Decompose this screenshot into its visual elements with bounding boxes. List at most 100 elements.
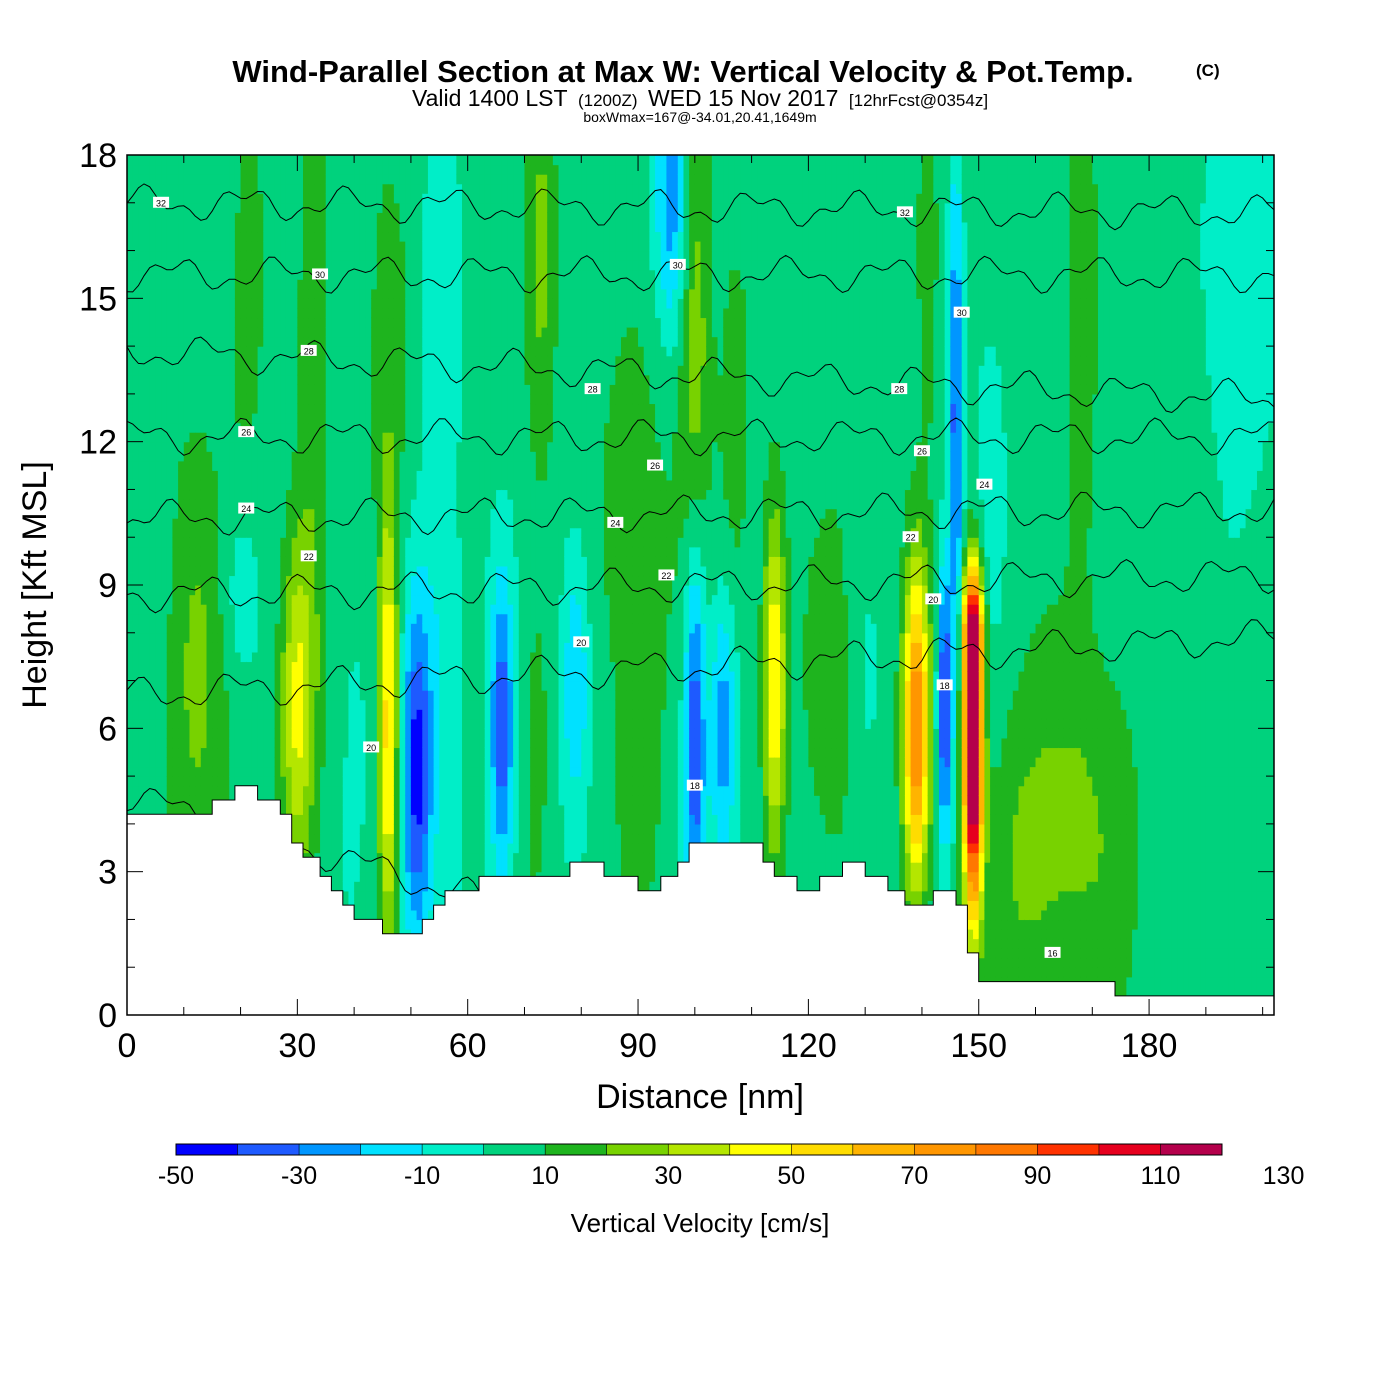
velocity-cell: [268, 403, 276, 414]
velocity-cell: [359, 862, 367, 873]
velocity-cell: [166, 632, 174, 643]
velocity-cell: [229, 709, 236, 720]
velocity-cell: [365, 518, 372, 529]
velocity-cell: [303, 327, 310, 338]
velocity-cell: [161, 804, 168, 815]
velocity-cell: [371, 661, 378, 672]
velocity-cell: [405, 671, 412, 682]
velocity-cell: [314, 241, 321, 252]
velocity-cell: [422, 862, 429, 873]
velocity-cell: [217, 766, 225, 777]
velocity-cell: [376, 747, 384, 758]
velocity-cell: [427, 479, 435, 491]
velocity-cell: [308, 613, 315, 624]
velocity-cell: [172, 451, 179, 462]
velocity-cell: [303, 183, 310, 194]
velocity-cell: [422, 422, 429, 433]
velocity-cell: [144, 221, 151, 233]
velocity-cell: [240, 250, 247, 261]
velocity-cell: [144, 623, 151, 634]
velocity-cell: [427, 890, 435, 901]
velocity-cell: [212, 661, 219, 672]
velocity-cell: [354, 451, 361, 462]
velocity-cell: [314, 432, 321, 443]
velocity-cell: [212, 757, 219, 768]
velocity-cell: [331, 737, 338, 749]
velocity-cell: [285, 642, 293, 653]
velocity-cell: [138, 537, 145, 548]
velocity-cell: [393, 518, 401, 529]
velocity-cell: [166, 288, 174, 299]
velocity-cell: [303, 260, 310, 271]
velocity-cell: [155, 690, 162, 701]
velocity-cell: [178, 680, 185, 691]
velocity-cell: [274, 585, 281, 596]
velocity-cell: [382, 795, 389, 806]
velocity-cell: [127, 279, 134, 290]
velocity-cell: [337, 671, 344, 682]
velocity-cell: [246, 661, 253, 672]
velocity-cell: [166, 499, 174, 510]
velocity-cell: [200, 298, 208, 309]
velocity-cell: [223, 374, 230, 385]
velocity-cell: [376, 355, 384, 366]
velocity-cell: [422, 909, 429, 921]
velocity-cell: [132, 241, 139, 252]
velocity-cell: [405, 279, 412, 290]
velocity-cell: [320, 690, 327, 701]
velocity-cell: [183, 613, 191, 624]
velocity-cell: [257, 489, 264, 500]
velocity-cell: [155, 575, 162, 586]
velocity-cell: [268, 642, 276, 653]
velocity-cell: [342, 202, 350, 213]
velocity-cell: [166, 613, 174, 624]
velocity-cell: [388, 785, 395, 796]
velocity-cell: [274, 365, 281, 376]
velocity-cell: [166, 728, 174, 739]
velocity-cell: [405, 537, 412, 548]
velocity-cell: [183, 728, 191, 739]
velocity-cell: [206, 747, 213, 758]
velocity-cell: [325, 202, 333, 213]
velocity-cell: [376, 871, 384, 882]
velocity-cell: [183, 651, 191, 663]
velocity-cell: [195, 269, 202, 280]
velocity-cell: [149, 479, 156, 491]
velocity-cell: [365, 374, 372, 385]
velocity-cell: [280, 499, 287, 510]
velocity-cell: [251, 661, 259, 672]
velocity-cell: [206, 757, 213, 768]
velocity-cell: [274, 164, 281, 175]
velocity-cell: [166, 307, 174, 319]
velocity-cell: [127, 518, 134, 529]
velocity-cell: [331, 346, 338, 357]
velocity-cell: [422, 288, 429, 299]
velocity-cell: [337, 393, 344, 405]
velocity-cell: [422, 508, 429, 519]
velocity-cell: [308, 393, 315, 405]
velocity-cell: [416, 651, 423, 663]
velocity-cell: [234, 298, 242, 309]
velocity-cell: [172, 231, 179, 242]
velocity-cell: [325, 155, 333, 166]
velocity-cell: [144, 174, 151, 185]
velocity-cell: [234, 327, 242, 338]
velocity-cell: [127, 479, 134, 491]
velocity-cell: [314, 613, 321, 624]
velocity-cell: [393, 823, 401, 835]
velocity-cell: [212, 365, 219, 376]
velocity-cell: [365, 355, 372, 366]
velocity-cell: [342, 757, 350, 768]
velocity-cell: [422, 241, 429, 252]
velocity-cell: [359, 508, 367, 519]
velocity-cell: [263, 709, 270, 720]
velocity-cell: [172, 288, 179, 299]
velocity-cell: [263, 594, 270, 605]
velocity-cell: [331, 441, 338, 452]
velocity-cell: [285, 661, 293, 672]
velocity-cell: [342, 661, 350, 672]
velocity-cell: [138, 327, 145, 338]
velocity-cell: [212, 451, 219, 462]
velocity-cell: [285, 317, 293, 328]
velocity-cell: [331, 288, 338, 299]
